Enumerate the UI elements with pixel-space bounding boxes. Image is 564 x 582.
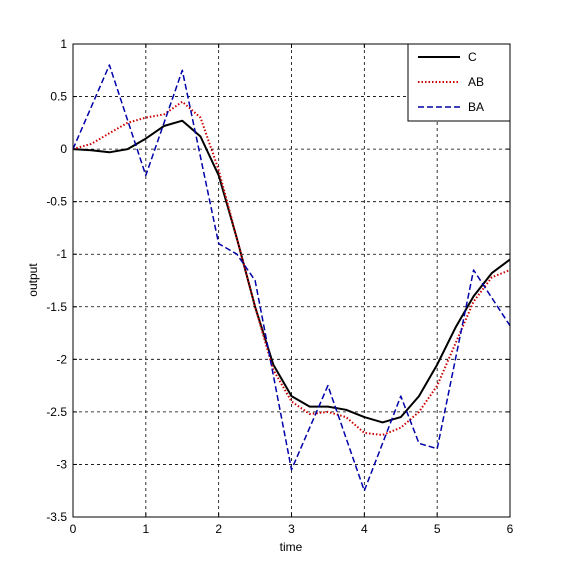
y-tick-label: -1.5 [46,300,67,314]
x-tick-label: 0 [70,522,77,536]
y-tick-label: -1 [56,247,67,261]
y-tick-label: -3 [56,457,67,471]
x-axis-label: time [280,540,303,554]
grid-lines [73,44,510,517]
y-tick-label: 0.5 [50,90,67,104]
x-tick-label: 1 [142,522,149,536]
series-line-ba [72,64,511,492]
legend-box [407,43,511,122]
legend-label-ba: BA [468,100,484,114]
y-tick-label: 1 [60,37,67,51]
x-tick-label: 2 [215,522,222,536]
y-tick-label: -3.5 [46,510,67,524]
x-tick-label: 6 [507,522,514,536]
legend: C AB BA [407,43,511,122]
x-tick-label: 4 [361,522,368,536]
x-tick-label: 3 [288,522,295,536]
legend-label-ab: AB [468,75,484,89]
x-tick-label: 5 [434,522,441,536]
y-axis-label: output [26,263,40,297]
series-line-c [72,119,511,424]
y-tick-label: -2 [56,352,67,366]
legend-label-c: C [468,50,477,64]
y-tick-label: -2.5 [46,405,67,419]
y-tick-label: -0.5 [46,195,67,209]
axis-ticks: 0 1 2 3 4 5 6 1 0.5 0 -0.5 -1 -1.5 -2 -2.5 -3 -3.5 [46,37,513,536]
series-lines [72,64,511,492]
y-tick-label: 0 [60,142,67,156]
